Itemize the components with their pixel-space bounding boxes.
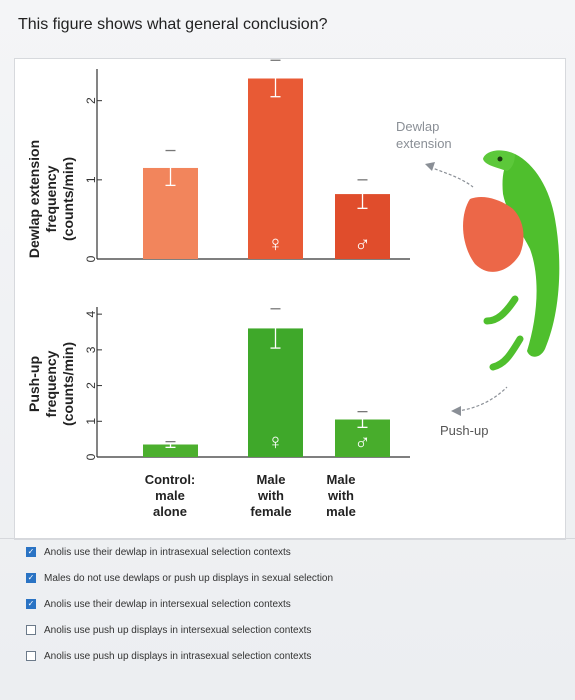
divider [0,538,575,539]
checkbox-empty-icon[interactable] [26,625,36,635]
annotation-dewlap-line1: Dewlap [396,119,439,134]
pushup-annotation: Push-up [440,386,508,438]
bar-symbol: ♀ [267,231,284,256]
y-tick-label: 2 [84,382,98,389]
checkbox-checked-icon[interactable]: ✓ [26,547,36,557]
answer-option-label: Males do not use dewlaps or push up disp… [44,572,334,584]
answer-option[interactable]: ✓ Anolis use their dewlap in intrasexual … [26,542,506,562]
y-tick-label: 3 [84,346,98,353]
category-label: Male [327,472,356,487]
dewlap-ylabel-line3: (counts/min) [60,157,76,241]
category-label: with [327,488,354,503]
y-tick-label: 1 [84,418,98,425]
answer-option[interactable]: ✓ Anolis use their dewlap in intersexual … [26,594,506,614]
pushup-chart: 0 1 2 3 4 ♀ ♂ [84,307,410,460]
checkbox-checked-icon[interactable]: ✓ [26,599,36,609]
annotation-pushup: Push-up [440,423,488,438]
answer-option-label: Anolis use push up displays in intrasexu… [44,650,312,662]
answer-option[interactable]: Anolis use push up displays in intrasexu… [26,646,506,666]
bar [143,444,198,457]
bar-symbol: ♀ [267,429,284,454]
answer-option[interactable]: ✓ Males do not use dewlaps or push up dis… [26,568,506,588]
pushup-ylabel-line2: frequency [43,350,59,417]
bar [248,328,303,457]
category-label: alone [153,504,187,519]
category-labels: Control:malealoneMalewithfemaleMalewithm… [145,472,356,519]
pushup-ylabel-line1: Push-up [26,356,42,412]
answer-option-label: Anolis use their dewlap in intersexual s… [44,598,291,610]
category-label: Male [257,472,286,487]
dewlap-chart: 0 1 2 ♀ ♂ [84,59,410,262]
y-tick-label: 1 [84,176,98,183]
category-label: female [250,504,291,519]
answer-option-label: Anolis use their dewlap in intrasexual s… [44,546,291,558]
category-label: with [257,488,284,503]
bar-symbol: ♂ [354,429,371,454]
y-axis-titles: Dewlap extension frequency (counts/min) … [26,140,76,426]
y-tick-label: 0 [84,453,98,460]
checkbox-checked-icon[interactable]: ✓ [26,573,36,583]
answer-option-label: Anolis use push up displays in intersexu… [44,624,312,636]
answer-option[interactable]: Anolis use push up displays in intersexu… [26,620,506,640]
y-tick-label: 2 [84,97,98,104]
dewlap-annotation: Dewlap extension [396,119,474,188]
bar [248,78,303,259]
dewlap-ylabel-line2: frequency [43,165,59,232]
answer-options: ✓ Anolis use their dewlap in intrasexual … [26,542,506,672]
bar-symbol: ♂ [354,231,371,256]
y-tick-label: 0 [84,255,98,262]
question-text: This figure shows what general conclusio… [18,16,328,33]
category-label: Control: [145,472,196,487]
category-label: male [326,504,356,519]
y-tick-label: 4 [84,310,98,317]
annotation-dewlap-line2: extension [396,136,452,151]
category-label: male [155,488,185,503]
lizard-illustration [463,150,560,371]
figure-svg: Dewlap extension Push-up Dewlap extensio… [26,59,560,519]
checkbox-empty-icon[interactable] [26,651,36,661]
figure-card: Dewlap extension Push-up Dewlap extensio… [14,58,566,540]
dewlap-ylabel-line1: Dewlap extension [26,140,42,258]
pushup-ylabel-line3: (counts/min) [60,342,76,426]
